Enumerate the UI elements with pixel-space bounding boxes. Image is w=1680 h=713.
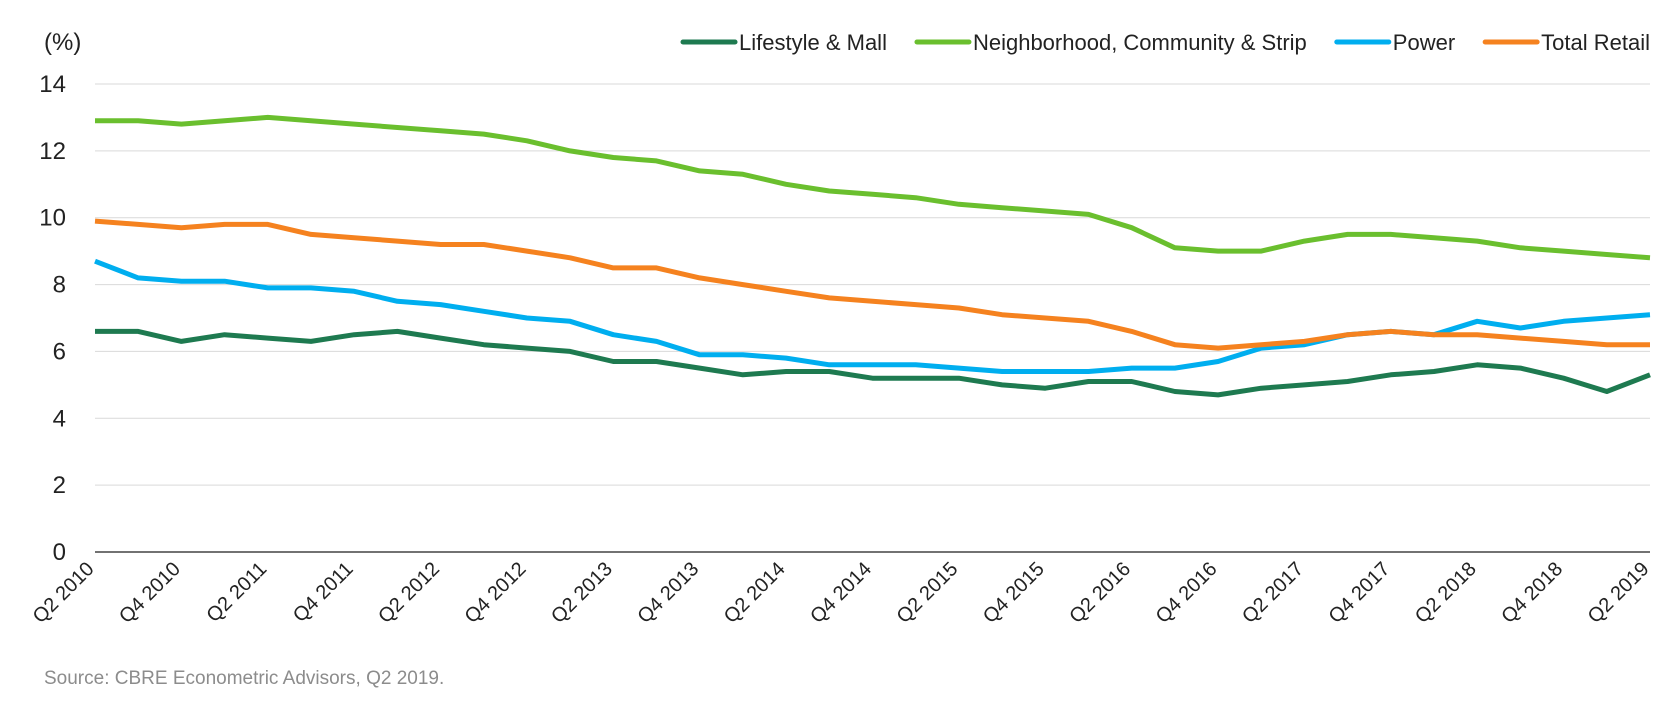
y-tick-label: 8 bbox=[53, 272, 66, 299]
y-tick-label: 14 bbox=[39, 71, 66, 98]
x-tick-label: Q4 2014 bbox=[806, 558, 876, 628]
x-axis-ticks: Q2 2010 Q4 2010 Q2 2011 Q4 2011 Q2 2012 Q4 20… bbox=[29, 558, 1654, 628]
x-tick-label: Q4 2011 bbox=[289, 558, 358, 627]
x-tick-label: Q2 2013 bbox=[547, 558, 617, 628]
x-tick-label: Q2 2018 bbox=[1411, 558, 1481, 628]
gridlines bbox=[95, 83, 1650, 553]
x-tick-label: Q2 2010 bbox=[29, 558, 99, 628]
source-note: Source: CBRE Econometric Advisors, Q2 20… bbox=[44, 668, 445, 689]
x-tick-label: Q4 2013 bbox=[633, 558, 703, 628]
series-lines bbox=[94, 114, 1651, 398]
legend-label: Total Retail bbox=[1541, 30, 1650, 55]
legend-item-3: Power bbox=[1334, 30, 1455, 55]
legend-label: Power bbox=[1393, 30, 1455, 55]
legend-item-2: Neighborhood, Community & Strip bbox=[914, 30, 1307, 55]
x-tick-label: Q4 2016 bbox=[1152, 558, 1222, 628]
x-tick-label: Q4 2018 bbox=[1497, 558, 1567, 628]
y-tick-label: 0 bbox=[53, 539, 66, 566]
legend-item-1: Lifestyle & Mall bbox=[680, 30, 887, 55]
legend-item-4: Total Retail bbox=[1482, 30, 1650, 55]
x-tick-label: Q2 2019 bbox=[1584, 558, 1654, 628]
x-tick-label: Q4 2012 bbox=[461, 558, 531, 628]
x-tick-label: Q4 2017 bbox=[1325, 558, 1395, 628]
x-tick-label: Q4 2010 bbox=[115, 558, 185, 628]
x-tick-label: Q2 2015 bbox=[893, 558, 963, 628]
y-tick-label: 12 bbox=[39, 138, 66, 165]
series-line-3 bbox=[94, 258, 1651, 374]
y-tick-label: 6 bbox=[53, 338, 66, 365]
y-axis-label: (%) bbox=[44, 29, 81, 56]
y-axis-ticks: 0 2 4 6 8 10 12 14 bbox=[39, 71, 66, 566]
y-tick-label: 4 bbox=[53, 405, 66, 432]
y-tick-label: 10 bbox=[39, 205, 66, 232]
x-tick-label: Q4 2015 bbox=[979, 558, 1049, 628]
x-tick-label: Q2 2016 bbox=[1065, 558, 1135, 628]
y-tick-label: 2 bbox=[53, 472, 66, 499]
series-line-2 bbox=[95, 114, 1651, 261]
legend-label: Neighborhood, Community & Strip bbox=[973, 30, 1307, 55]
x-tick-label: Q2 2011 bbox=[203, 558, 272, 627]
x-tick-label: Q2 2012 bbox=[374, 558, 444, 628]
series-line-4 bbox=[94, 218, 1650, 351]
legend-label: Lifestyle & Mall bbox=[739, 30, 887, 55]
series-line-1 bbox=[95, 328, 1651, 398]
x-tick-label: Q2 2017 bbox=[1238, 558, 1308, 628]
legend: Lifestyle & Mall Neighborhood, Community … bbox=[680, 30, 1650, 55]
x-tick-label: Q2 2014 bbox=[720, 558, 790, 628]
